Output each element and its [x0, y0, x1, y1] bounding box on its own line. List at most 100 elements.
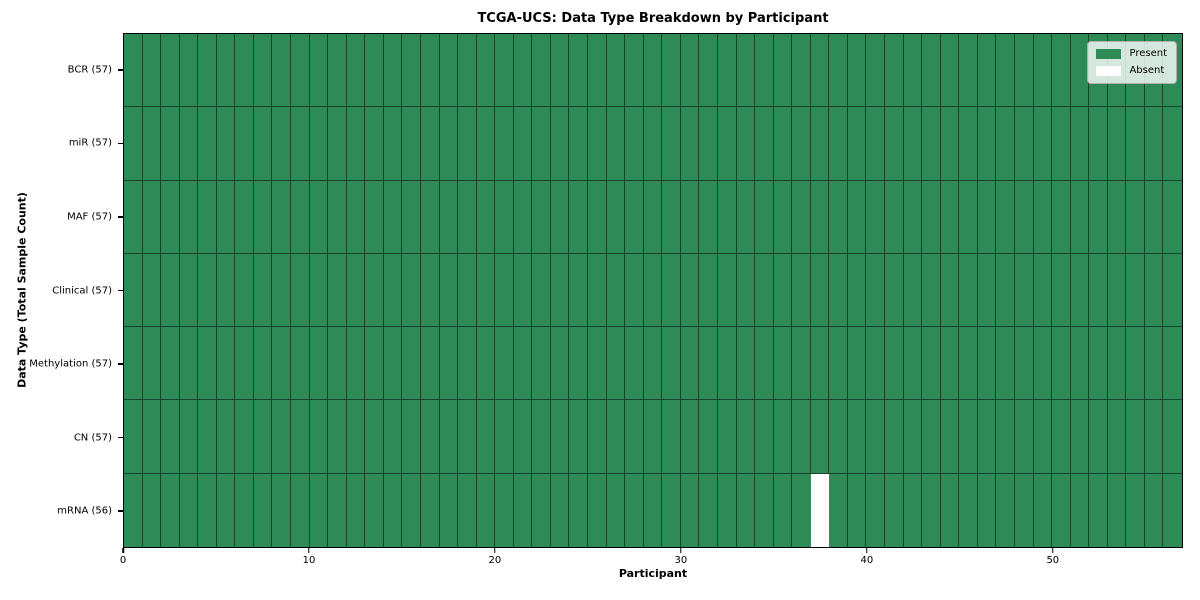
matrix-cell [977, 253, 997, 328]
matrix-cell [420, 253, 440, 328]
y-tick-mark [118, 69, 123, 71]
matrix-cell [365, 34, 384, 108]
y-tick-mark [118, 363, 123, 365]
x-axis-ticks: 0 10 20 30 40 50 [120, 548, 1183, 570]
y-tick-mark [118, 436, 123, 439]
matrix-cell [829, 400, 848, 474]
matrix-cell [291, 107, 310, 181]
matrix-cell [773, 34, 793, 108]
matrix-cell [717, 400, 737, 474]
y-tick-label: MAF (57) [67, 211, 112, 223]
matrix-cell [959, 253, 978, 328]
matrix-cell [198, 253, 217, 328]
matrix-cell [216, 327, 236, 401]
matrix-cell [550, 400, 570, 474]
matrix-cell [773, 473, 793, 547]
matrix-cell [1089, 400, 1108, 474]
matrix-cell [792, 253, 811, 328]
matrix-cell [161, 473, 180, 547]
matrix-cell [680, 473, 700, 547]
matrix-cell [383, 34, 403, 108]
matrix-cell [588, 327, 607, 401]
matrix-cell [365, 180, 384, 254]
matrix-cell [198, 34, 217, 108]
matrix-cell [847, 473, 867, 547]
matrix-cell [866, 327, 886, 401]
y-tick-mark [118, 216, 123, 218]
matrix-cell [643, 327, 663, 401]
matrix-cell [550, 253, 570, 328]
matrix-cell [662, 327, 681, 401]
matrix-cell [885, 107, 904, 181]
matrix-cell [216, 180, 236, 254]
matrix-cell [198, 327, 217, 401]
matrix-cell [680, 327, 700, 401]
matrix-cell [179, 473, 199, 547]
matrix-cell [179, 400, 199, 474]
matrix-cell [272, 253, 292, 328]
matrix-cell [291, 327, 310, 401]
matrix-cell [792, 34, 811, 108]
matrix-cell [755, 400, 774, 474]
matrix-cell [792, 107, 811, 181]
matrix-cell [513, 34, 533, 108]
matrix-cell [922, 107, 941, 181]
matrix-cell [216, 107, 236, 181]
matrix-cell [1033, 253, 1053, 328]
matrix-cell [235, 473, 254, 547]
matrix-cell [699, 327, 718, 401]
matrix-cell [1089, 473, 1108, 547]
matrix-cell [643, 400, 663, 474]
legend-swatch-absent [1096, 66, 1122, 76]
y-tick-label: Clinical (57) [52, 285, 112, 296]
matrix-cell [179, 107, 199, 181]
matrix-cell [773, 107, 793, 181]
matrix-cell [1070, 400, 1090, 474]
matrix-cell [346, 473, 366, 547]
matrix-cell [736, 107, 756, 181]
x-tick-label: 20 [488, 555, 502, 566]
matrix-cell [996, 253, 1015, 328]
y-tick-label: Methylation (57) [29, 358, 112, 370]
matrix-cell [420, 327, 440, 401]
matrix-cell [476, 327, 496, 401]
x-tick-label: 50 [1046, 555, 1060, 566]
matrix-cell [309, 327, 329, 401]
matrix-cell [402, 34, 421, 108]
matrix-cell [662, 107, 681, 181]
matrix-cell [328, 34, 347, 108]
matrix-cell [532, 400, 551, 474]
matrix-cell [253, 107, 273, 181]
matrix-cell [922, 473, 941, 547]
matrix-cell [1163, 253, 1182, 328]
x-tick-mark [866, 548, 868, 553]
matrix-cell [532, 34, 551, 108]
matrix-cell [383, 400, 403, 474]
matrix-cell [495, 107, 514, 181]
matrix-cell [996, 327, 1015, 401]
matrix-cell [903, 473, 923, 547]
matrix-cell [773, 180, 793, 254]
matrix-cell [383, 253, 403, 328]
matrix-cell [495, 400, 514, 474]
x-tick-mark [680, 548, 682, 553]
matrix-cell [1070, 107, 1090, 181]
matrix-cell [662, 253, 681, 328]
matrix-cell [1163, 473, 1182, 547]
matrix-cell [179, 34, 199, 108]
matrix-cell [829, 180, 848, 254]
matrix-cell [1052, 400, 1071, 474]
matrix-cell [458, 107, 477, 181]
matrix-cell [792, 400, 811, 474]
matrix-cell [235, 253, 254, 328]
matrix-cell [161, 400, 180, 474]
matrix-cell [1014, 107, 1034, 181]
matrix-cell [699, 400, 718, 474]
matrix-cell [1126, 107, 1145, 181]
matrix-cell [940, 34, 960, 108]
matrix-cell [198, 400, 217, 474]
matrix-cell [513, 180, 533, 254]
matrix-cell [1144, 400, 1164, 474]
matrix-cell [829, 473, 848, 547]
matrix-cell [717, 253, 737, 328]
